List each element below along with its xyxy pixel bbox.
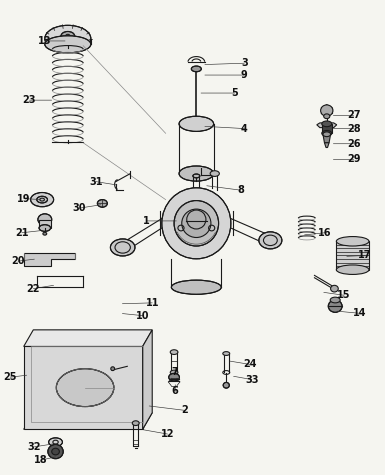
Text: 17: 17 (358, 250, 372, 260)
Ellipse shape (193, 174, 200, 178)
Ellipse shape (193, 205, 200, 209)
Text: 3: 3 (241, 58, 248, 68)
Text: 16: 16 (318, 228, 331, 238)
Ellipse shape (56, 369, 114, 407)
Text: 2: 2 (181, 405, 188, 415)
Text: 9: 9 (241, 70, 248, 80)
Text: 18: 18 (34, 455, 48, 465)
Text: 27: 27 (347, 110, 360, 120)
Ellipse shape (223, 382, 229, 388)
Ellipse shape (324, 114, 330, 119)
Ellipse shape (132, 421, 139, 426)
Polygon shape (24, 253, 75, 266)
Ellipse shape (39, 225, 50, 231)
Text: 12: 12 (161, 429, 174, 439)
Text: 29: 29 (347, 154, 360, 164)
Ellipse shape (259, 232, 282, 249)
Ellipse shape (191, 66, 201, 72)
Text: 8: 8 (237, 185, 244, 195)
Text: 14: 14 (353, 308, 366, 318)
Ellipse shape (162, 188, 231, 259)
Text: 11: 11 (146, 298, 159, 308)
Ellipse shape (45, 25, 91, 52)
Ellipse shape (330, 297, 340, 303)
Text: 30: 30 (73, 203, 86, 213)
Ellipse shape (322, 131, 332, 136)
Text: 19: 19 (17, 194, 30, 204)
Text: 5: 5 (231, 88, 238, 98)
Ellipse shape (38, 214, 52, 225)
Text: 26: 26 (347, 139, 360, 149)
Ellipse shape (336, 265, 369, 275)
Text: 25: 25 (3, 372, 17, 382)
Polygon shape (323, 134, 331, 143)
Ellipse shape (43, 232, 47, 235)
Text: 1: 1 (143, 216, 150, 226)
Ellipse shape (179, 166, 214, 181)
Ellipse shape (210, 171, 219, 176)
Ellipse shape (110, 239, 135, 256)
Ellipse shape (179, 116, 214, 132)
Ellipse shape (169, 373, 179, 381)
Ellipse shape (331, 285, 338, 292)
Polygon shape (325, 143, 329, 148)
Text: 7: 7 (172, 368, 179, 378)
Ellipse shape (328, 300, 342, 313)
Ellipse shape (174, 200, 219, 246)
Ellipse shape (48, 445, 63, 459)
Polygon shape (24, 330, 152, 346)
Bar (336, 241, 369, 270)
Ellipse shape (170, 370, 178, 375)
Bar (322, 124, 332, 133)
Polygon shape (24, 346, 142, 429)
Ellipse shape (321, 105, 333, 116)
Text: 20: 20 (11, 256, 25, 266)
Ellipse shape (336, 237, 369, 246)
Ellipse shape (52, 448, 59, 455)
Text: 28: 28 (347, 124, 360, 133)
Text: 33: 33 (245, 375, 259, 385)
Text: 22: 22 (27, 284, 40, 294)
Ellipse shape (182, 209, 211, 238)
Polygon shape (317, 123, 337, 128)
Text: 32: 32 (28, 442, 41, 452)
Text: 24: 24 (243, 360, 257, 370)
Bar (39, 219, 50, 228)
Ellipse shape (323, 132, 331, 137)
Text: 4: 4 (241, 124, 248, 133)
Text: 23: 23 (23, 95, 36, 105)
Text: 6: 6 (172, 387, 179, 397)
Ellipse shape (170, 350, 178, 354)
Bar (31, 346, 142, 422)
Ellipse shape (31, 192, 54, 207)
Ellipse shape (45, 36, 91, 53)
Ellipse shape (97, 200, 107, 207)
Ellipse shape (171, 280, 221, 294)
Ellipse shape (223, 352, 230, 355)
Text: 21: 21 (15, 228, 28, 238)
Ellipse shape (61, 31, 75, 41)
Ellipse shape (322, 121, 332, 127)
Polygon shape (142, 330, 152, 429)
Ellipse shape (49, 438, 62, 446)
Text: 10: 10 (136, 311, 149, 321)
Text: 13: 13 (38, 36, 52, 46)
Ellipse shape (37, 196, 47, 203)
Text: 31: 31 (89, 177, 102, 187)
Text: 15: 15 (337, 290, 351, 300)
Ellipse shape (111, 367, 115, 370)
Polygon shape (24, 413, 152, 429)
